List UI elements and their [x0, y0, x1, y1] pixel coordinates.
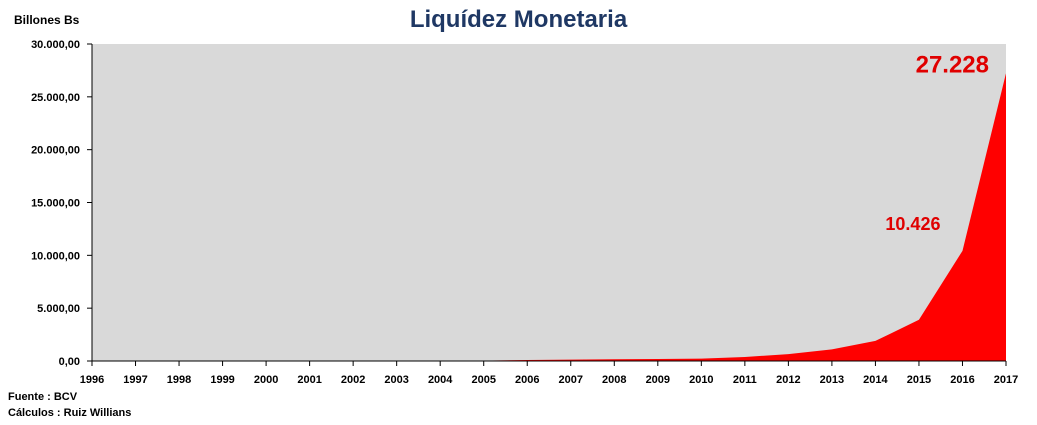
- x-tick-label: 2000: [254, 374, 278, 386]
- annotation-label: 10.426: [885, 214, 940, 234]
- x-tick-label: 2007: [559, 374, 583, 386]
- x-tick-label: 2011: [733, 374, 757, 386]
- axes-layer: [87, 43, 1007, 366]
- x-tick-label: 2013: [820, 374, 844, 386]
- x-tick-label: 2009: [646, 374, 670, 386]
- annotation-label: 27.228: [916, 51, 989, 78]
- x-tick-label: 1997: [123, 374, 147, 386]
- y-tick-label: 25.000,00: [31, 92, 80, 104]
- x-tick-label: 1996: [80, 374, 104, 386]
- y-tick-label: 15.000,00: [31, 198, 80, 210]
- x-tick-label: 2014: [863, 374, 888, 386]
- plot-area-background: [92, 44, 1006, 361]
- x-tick-label: 1999: [210, 374, 234, 386]
- chart-title: Liquídez Monetaria: [409, 6, 628, 33]
- x-tick-label: 2017: [994, 374, 1018, 386]
- x-tick-label: 2016: [950, 374, 974, 386]
- area-series-layer: [92, 73, 1006, 361]
- x-tick-label: 2015: [907, 374, 931, 386]
- x-tick-label: 2001: [297, 374, 321, 386]
- y-tick-label: 20.000,00: [31, 145, 80, 157]
- y-tick-label: 10.000,00: [31, 250, 80, 262]
- source-note: Fuente : BCV: [8, 391, 78, 403]
- x-tick-label: 2006: [515, 374, 539, 386]
- x-tick-label: 1998: [167, 374, 191, 386]
- x-tick-label: 2012: [776, 374, 800, 386]
- x-tick-label: 2004: [428, 374, 453, 386]
- annotation-labels: 27.228 10.426: [885, 51, 989, 234]
- x-tick-label: 2008: [602, 374, 626, 386]
- x-tick-label: 2003: [384, 374, 408, 386]
- y-axis-unit-label: Billones Bs: [14, 13, 80, 27]
- x-tick-label: 2005: [471, 374, 495, 386]
- calculations-note: Cálculos : Ruiz Willians: [8, 407, 132, 419]
- y-tick-label: 5.000,00: [37, 303, 80, 315]
- y-tick-label: 0,00: [59, 356, 80, 368]
- area-series-liquidez: [92, 73, 1006, 361]
- x-tick-label: 2010: [689, 374, 713, 386]
- y-tick-label: 30.000,00: [31, 39, 80, 51]
- y-tick-labels: 0,00 5.000,00 10.000,00 15.000,00 20.000,00 2…: [31, 39, 80, 368]
- x-tick-labels: 1996 1997 1998 1999 2000 2001 2002 2003 2004 2005…: [80, 374, 1018, 386]
- x-tick-label: 2002: [341, 374, 365, 386]
